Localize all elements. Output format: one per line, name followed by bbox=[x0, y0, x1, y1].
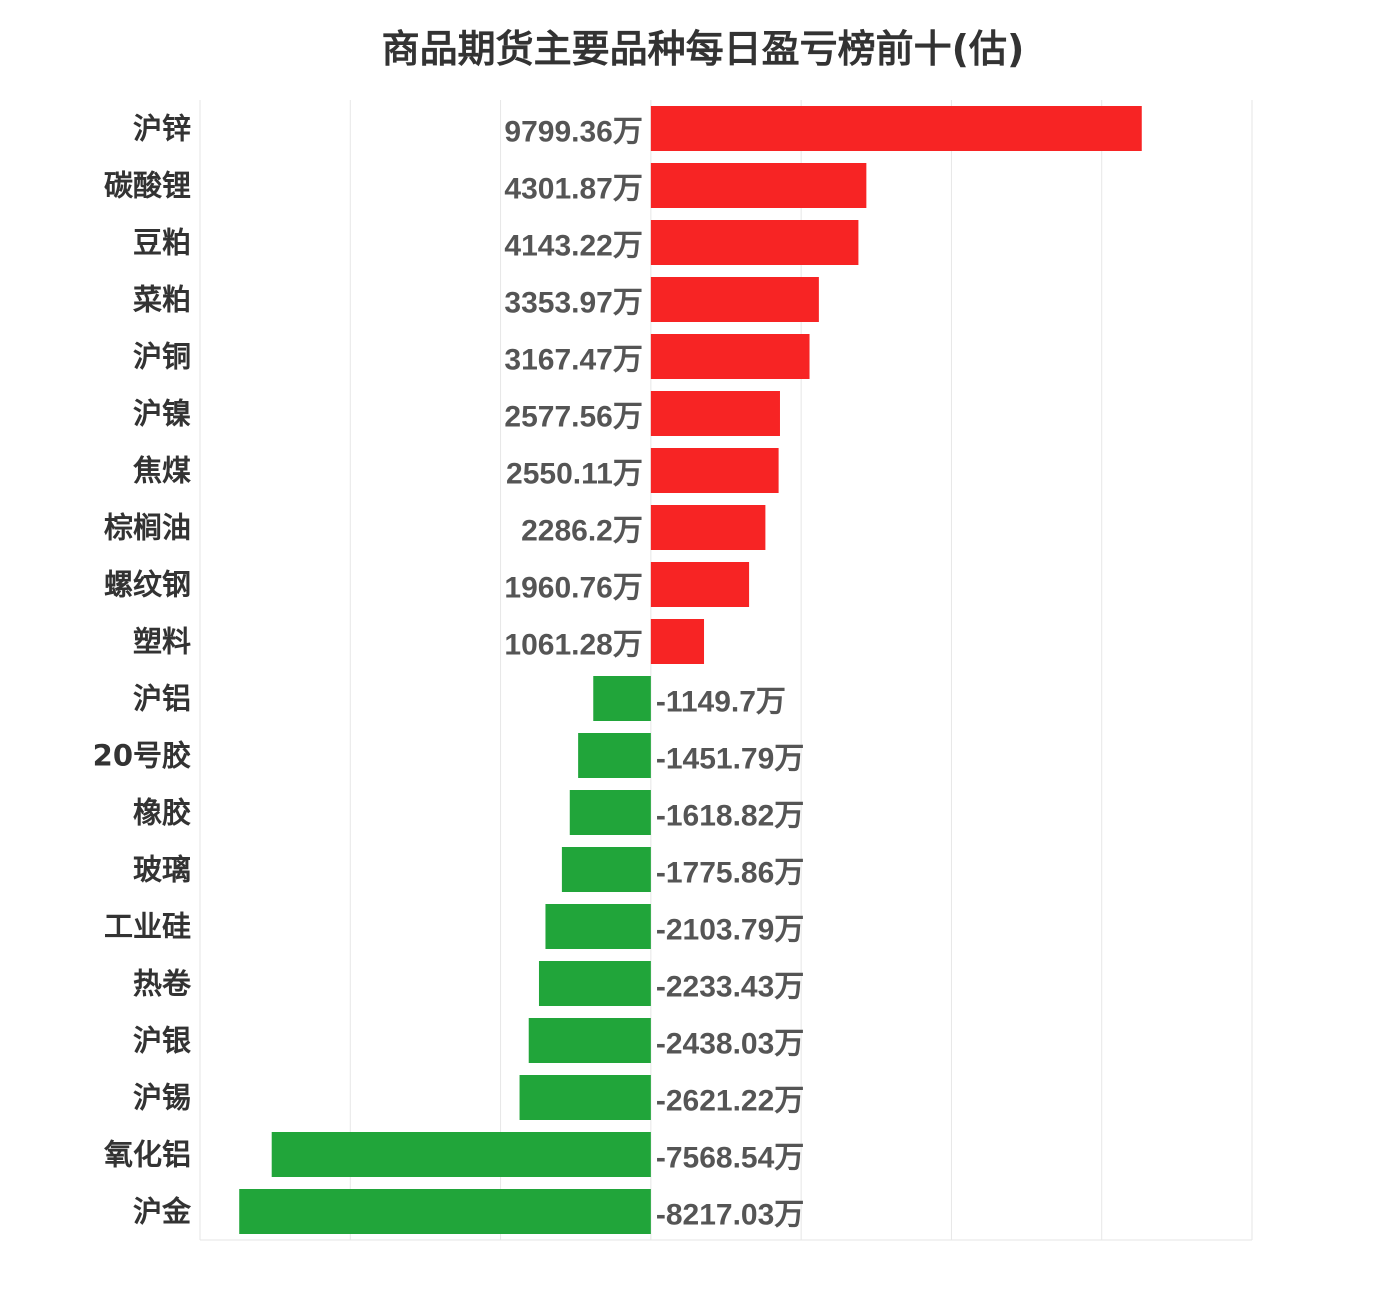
category-label: 玻璃 bbox=[133, 853, 191, 887]
bar-13 bbox=[561, 847, 651, 892]
value-label: -1618.82万 bbox=[656, 800, 804, 833]
bar-4 bbox=[650, 334, 810, 379]
value-label: -1775.86万 bbox=[656, 857, 804, 890]
value-label: 1061.28万 bbox=[504, 629, 642, 662]
bar-5 bbox=[650, 391, 780, 436]
bar-3 bbox=[650, 277, 819, 322]
category-label: 菜粕 bbox=[133, 283, 191, 317]
category-label: 沪铝 bbox=[133, 682, 191, 716]
bar-12 bbox=[569, 790, 651, 835]
value-label: -7568.54万 bbox=[656, 1142, 804, 1175]
bar-17 bbox=[519, 1075, 651, 1120]
value-label: 2286.2万 bbox=[521, 515, 643, 548]
category-label: 碳酸锂 bbox=[104, 169, 191, 203]
value-label: -2621.22万 bbox=[656, 1085, 804, 1118]
bar-2 bbox=[650, 220, 859, 265]
bar-10 bbox=[593, 676, 651, 721]
category-label: 沪铜 bbox=[133, 340, 191, 374]
value-label: -2438.03万 bbox=[656, 1028, 804, 1061]
value-label: -2103.79万 bbox=[656, 914, 804, 947]
value-label: 2577.56万 bbox=[504, 401, 642, 434]
value-label: 2550.11万 bbox=[506, 458, 643, 491]
bar-0 bbox=[650, 106, 1142, 151]
category-label: 沪镍 bbox=[133, 397, 191, 431]
category-label: 20号胶 bbox=[93, 739, 191, 773]
value-label: 9799.36万 bbox=[504, 116, 642, 149]
value-label: 3353.97万 bbox=[504, 287, 642, 320]
category-label: 热卷 bbox=[133, 967, 192, 1001]
value-label: -2233.43万 bbox=[656, 971, 804, 1004]
bar-1 bbox=[650, 163, 867, 208]
bar-18 bbox=[271, 1132, 651, 1177]
bar-7 bbox=[650, 505, 766, 550]
category-label: 工业硅 bbox=[104, 910, 191, 944]
bar-19 bbox=[239, 1189, 651, 1234]
value-labels: 9799.36万 4301.87万 4143.22万 3353.97万 3167.47万… bbox=[504, 116, 804, 1232]
category-label: 沪银 bbox=[133, 1024, 191, 1058]
bar-11 bbox=[578, 733, 651, 778]
value-label: 3167.47万 bbox=[504, 344, 642, 377]
category-label: 沪金 bbox=[133, 1195, 192, 1229]
category-label: 沪锌 bbox=[133, 112, 191, 146]
bar-15 bbox=[538, 961, 651, 1006]
chart-title: 商品期货主要品种每日盈亏榜前十(估) bbox=[382, 27, 1025, 71]
category-label: 沪锡 bbox=[133, 1081, 191, 1115]
bar-9 bbox=[650, 619, 705, 664]
bar-8 bbox=[650, 562, 750, 607]
value-label: 4143.22万 bbox=[504, 230, 642, 263]
value-label: 4301.87万 bbox=[504, 173, 642, 206]
category-label: 塑料 bbox=[133, 625, 191, 659]
category-label: 棕榈油 bbox=[104, 511, 191, 545]
category-label: 橡胶 bbox=[133, 796, 191, 830]
gridlines bbox=[199, 100, 1253, 1241]
value-label: -8217.03万 bbox=[656, 1199, 804, 1232]
category-label: 豆粕 bbox=[133, 226, 191, 260]
category-label: 焦煤 bbox=[133, 454, 191, 488]
bar-14 bbox=[545, 904, 651, 949]
bar-16 bbox=[528, 1018, 651, 1063]
value-label: 1960.76万 bbox=[504, 572, 642, 605]
bar-6 bbox=[650, 448, 779, 493]
category-label: 氧化铝 bbox=[103, 1138, 191, 1172]
value-label: -1149.7万 bbox=[656, 686, 786, 719]
category-label: 螺纹钢 bbox=[104, 568, 191, 602]
value-label: -1451.79万 bbox=[656, 743, 804, 776]
bars bbox=[239, 106, 1142, 1234]
